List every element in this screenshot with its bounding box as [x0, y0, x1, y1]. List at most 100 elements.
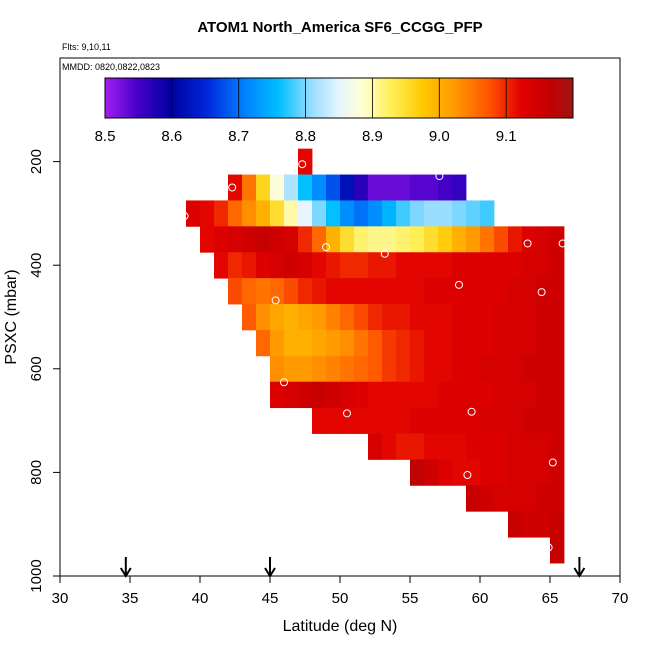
- heatmap-cell: [536, 329, 551, 357]
- heatmap-cell: [312, 252, 327, 279]
- heatmap-cell: [312, 304, 327, 331]
- colorbar-segment: [506, 78, 510, 118]
- sample-point-marker: [544, 543, 553, 552]
- colorbar-segment: [502, 78, 507, 118]
- heatmap-cell: [452, 304, 467, 331]
- heatmap-cell: [438, 433, 453, 460]
- colorbar-frame: [104, 77, 574, 119]
- heatmap-cell: [494, 304, 509, 331]
- colorbar-segment: [389, 78, 393, 118]
- y-tick-label: 400: [28, 253, 45, 278]
- colorbar-segment: [252, 78, 256, 118]
- colorbar-segment: [516, 78, 521, 118]
- heatmap-cell: [242, 174, 257, 201]
- heatmap-cell: [256, 252, 271, 279]
- colorbar-tick-label: 8.8: [295, 128, 316, 145]
- colorbar-segment: [526, 78, 531, 118]
- colorbar-segment: [201, 78, 206, 118]
- sample-point-marker: [322, 243, 330, 252]
- heatmap-cell: [522, 278, 537, 305]
- dates-label: MMDD: 0820,0822,0823: [62, 62, 160, 72]
- heatmap-cell: [424, 304, 439, 331]
- heatmap-cell: [410, 329, 425, 357]
- y-tick-label: 1000: [28, 559, 45, 592]
- heatmap-cell: [354, 200, 369, 227]
- heatmap-cell: [536, 407, 551, 434]
- x-tick-label: 60: [472, 590, 489, 607]
- heatmap-cell: [438, 226, 453, 253]
- colorbar-segment: [322, 78, 327, 118]
- heatmap-cell: [382, 226, 397, 253]
- heatmap-cell: [522, 511, 537, 538]
- heatmap-cell: [326, 329, 341, 357]
- heatmap-cell: [438, 278, 453, 305]
- colorbar-segment: [188, 78, 193, 118]
- sample-point-marker: [463, 470, 472, 479]
- heatmap-cell: [508, 407, 523, 434]
- sample-point-marker: [548, 458, 557, 467]
- heatmap-cell: [326, 252, 341, 279]
- colorbar-segment: [452, 78, 457, 118]
- colorbar-segment: [415, 78, 420, 118]
- heatmap-cell: [298, 381, 313, 409]
- colorbar-segment: [472, 78, 477, 118]
- heatmap-cell: [466, 355, 481, 383]
- heatmap-cell: [396, 200, 411, 227]
- heatmap-cell: [410, 278, 425, 305]
- heatmap-cell: [368, 278, 383, 305]
- colorbar-segment: [158, 78, 163, 118]
- colorbar-segment: [536, 78, 541, 118]
- colorbar-segment: [278, 78, 283, 118]
- colorbar-segment: [181, 78, 186, 118]
- heatmap-cell: [424, 459, 439, 486]
- heatmap-cell: [452, 407, 467, 434]
- heatmap-cell: [508, 278, 523, 305]
- colorbar-segment: [168, 78, 173, 118]
- colorbar-segment: [509, 78, 514, 118]
- heatmap-cell: [494, 459, 509, 486]
- x-tick-label: 45: [262, 590, 279, 607]
- heatmap-cell: [508, 304, 523, 331]
- heatmap-cell: [452, 252, 467, 279]
- colorbar-segment: [382, 78, 387, 118]
- heatmap-cell: [550, 485, 565, 512]
- heatmap-cell: [228, 226, 243, 253]
- sample-point-marker: [455, 280, 463, 289]
- heatmap-cell: [438, 174, 453, 201]
- sample-point-marker: [523, 239, 532, 248]
- x-tick-label: 30: [52, 590, 69, 607]
- colorbar-segment: [409, 78, 414, 118]
- colorbar: [104, 77, 574, 119]
- heatmap-cell: [354, 226, 369, 253]
- colorbar-segment: [402, 78, 407, 118]
- colorbar-segment: [171, 78, 176, 118]
- colorbar-segment: [439, 78, 444, 118]
- x-tick-label: 65: [542, 590, 559, 607]
- colorbar-segment: [355, 78, 360, 118]
- heatmap-cell: [270, 226, 285, 253]
- colorbar-segment: [549, 78, 554, 118]
- sample-point-marker: [298, 160, 307, 169]
- heatmap-cell: [312, 381, 327, 409]
- heatmap-cell: [424, 329, 439, 357]
- colorbar-segment: [519, 78, 524, 118]
- colorbar-segment: [308, 78, 313, 118]
- heatmap-cell: [186, 200, 201, 227]
- heatmap-cell: [480, 304, 495, 331]
- heatmap-cell: [438, 304, 453, 331]
- heatmap-cell: [466, 200, 481, 227]
- colorbar-segment: [295, 78, 300, 118]
- heatmap-cell: [354, 329, 369, 357]
- heatmap-cell: [340, 329, 355, 357]
- heatmap-cell: [396, 252, 411, 279]
- heatmap-cell: [550, 252, 565, 279]
- x-tick-label: 55: [402, 590, 419, 607]
- colorbar-segment: [462, 78, 467, 118]
- colorbar-segment: [265, 78, 270, 118]
- heatmap-cell: [368, 174, 383, 201]
- colorbar-segment: [292, 78, 297, 118]
- heatmap-cell: [354, 381, 369, 409]
- colorbar-segment: [569, 78, 574, 118]
- heatmap-cell: [312, 200, 327, 227]
- colorbar-segment: [556, 78, 561, 118]
